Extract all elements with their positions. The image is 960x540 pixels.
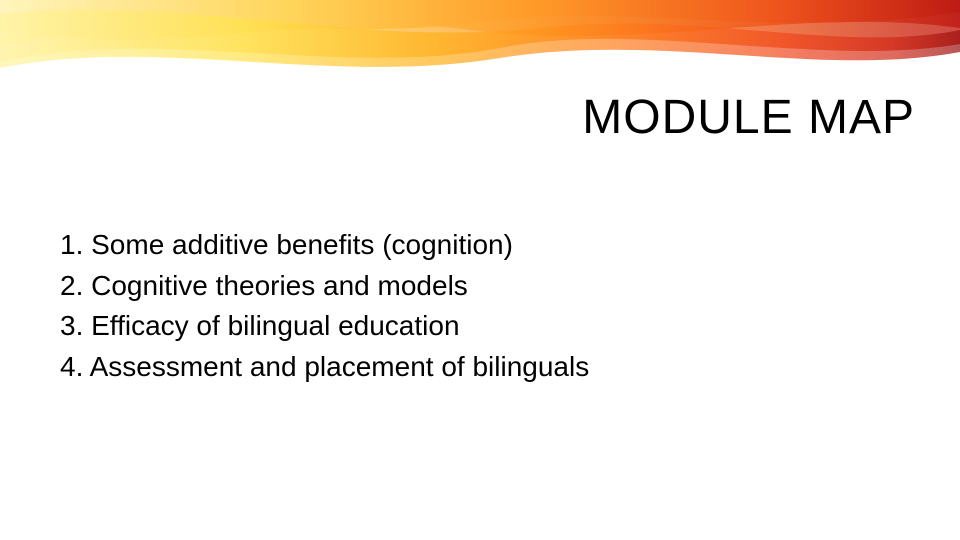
decorative-banner	[0, 0, 960, 75]
slide-title: MODULE MAP	[582, 90, 915, 145]
module-list: 1. Some additive benefits (cognition) 2.…	[60, 225, 589, 387]
list-item: 1. Some additive benefits (cognition)	[60, 225, 589, 266]
list-item: 2. Cognitive theories and models	[60, 266, 589, 307]
list-item: 3. Efficacy of bilingual education	[60, 306, 589, 347]
list-item: 4. Assessment and placement of bilingual…	[60, 347, 589, 388]
